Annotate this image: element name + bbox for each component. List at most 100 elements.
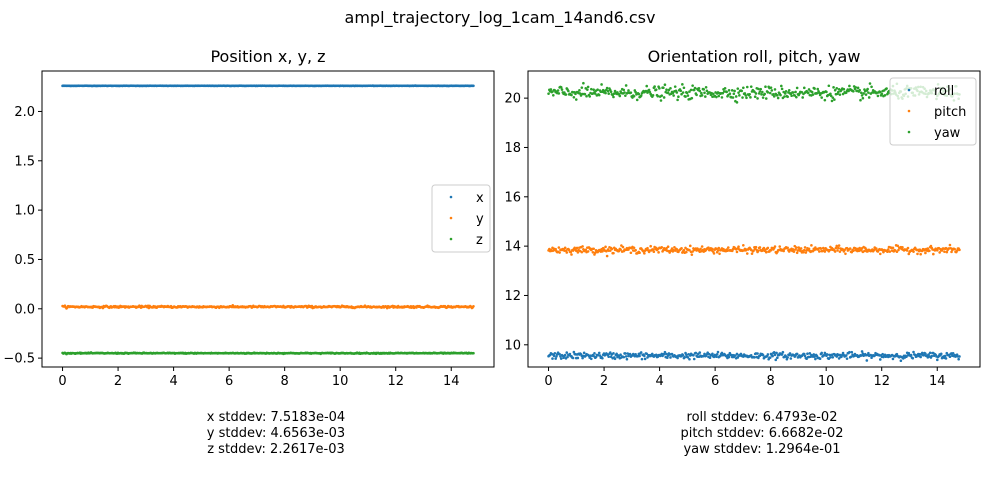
x-tick-label: 8	[281, 374, 289, 389]
data-point-pitch	[576, 251, 580, 254]
data-point-roll	[803, 354, 807, 358]
data-point-yaw	[705, 89, 709, 93]
data-point-pitch	[958, 248, 961, 252]
data-point-pitch	[778, 245, 782, 248]
data-point-roll	[568, 352, 572, 356]
data-point-yaw	[700, 91, 703, 95]
data-point-yaw	[820, 96, 823, 99]
data-point-yaw	[698, 89, 702, 93]
data-point-pitch	[554, 247, 557, 251]
data-point-pitch	[690, 253, 694, 256]
data-point-pitch	[715, 247, 718, 251]
data-point-pitch	[833, 250, 837, 253]
data-point-pitch	[660, 245, 664, 249]
data-point-yaw	[810, 90, 814, 94]
data-point-roll	[820, 351, 823, 355]
data-point-roll	[930, 354, 934, 358]
data-point-yaw	[883, 93, 887, 97]
orientation-subplot: Orientation roll, pitch, yaw 0 2 4 6 8 10 12 14 1…	[504, 47, 981, 389]
data-point-yaw	[635, 98, 639, 102]
data-point-pitch	[619, 248, 622, 251]
data-point-yaw	[736, 87, 740, 90]
data-point-yaw	[783, 95, 786, 98]
data-point-yaw	[688, 90, 691, 93]
data-point-roll	[625, 357, 629, 361]
data-point-pitch	[581, 245, 584, 248]
data-point-yaw	[833, 98, 836, 101]
data-point-yaw	[829, 94, 833, 98]
data-point-pitch	[906, 246, 910, 250]
data-point-pitch	[750, 252, 754, 256]
data-point-yaw	[665, 88, 668, 91]
axes-frame	[41, 70, 495, 368]
data-point-pitch	[735, 250, 739, 254]
data-point-yaw	[728, 92, 732, 96]
data-point-yaw	[878, 90, 882, 94]
data-point-pitch	[688, 244, 692, 248]
data-point-yaw	[753, 95, 757, 99]
data-point-yaw	[592, 88, 595, 92]
data-point-pitch	[604, 245, 607, 249]
data-point-yaw	[559, 86, 563, 89]
data-point-pitch	[745, 252, 749, 255]
data-point-roll	[928, 351, 932, 355]
data-point-yaw	[795, 86, 799, 90]
data-point-pitch	[574, 249, 578, 253]
x-tick-label: 10	[332, 374, 349, 389]
data-point-yaw	[549, 88, 553, 91]
data-point-roll	[957, 357, 960, 361]
data-point-yaw	[600, 83, 603, 86]
data-point-yaw	[715, 95, 718, 99]
data-point-yaw	[776, 96, 780, 100]
data-point-pitch	[652, 250, 656, 253]
data-point-roll	[681, 353, 685, 357]
data-point-yaw	[681, 91, 685, 94]
data-point-yaw	[841, 92, 845, 96]
data-point-roll	[831, 355, 835, 359]
data-point-yaw	[704, 95, 707, 98]
series-y	[61, 303, 475, 310]
data-point-yaw	[686, 94, 690, 97]
data-point-yaw	[794, 90, 797, 94]
data-point-roll	[593, 352, 596, 355]
data-point-yaw	[647, 88, 651, 92]
data-point-pitch	[591, 250, 595, 254]
data-point-yaw	[793, 94, 797, 97]
data-point-pitch	[907, 252, 911, 256]
y-tick-label: 10	[504, 338, 521, 353]
data-point-yaw	[723, 87, 727, 90]
data-point-roll	[665, 352, 668, 356]
data-point-yaw	[574, 98, 578, 101]
data-point-roll	[939, 352, 943, 356]
data-point-roll	[786, 356, 789, 359]
data-point-pitch	[643, 252, 646, 255]
legend-label-z: z	[476, 233, 483, 248]
figure-title: ampl_trajectory_log_1cam_14and6.csv	[344, 8, 656, 27]
data-point-roll	[899, 359, 903, 362]
data-point-roll	[775, 351, 778, 355]
pitch-stddev-text: pitch stddev: 6.6682e-02	[680, 426, 844, 441]
data-point-yaw	[740, 89, 744, 93]
data-point-yaw	[734, 95, 738, 98]
data-point-x	[472, 84, 475, 88]
data-point-roll	[565, 351, 569, 354]
data-point-pitch	[810, 244, 813, 247]
data-point-roll	[911, 356, 915, 360]
data-point-yaw	[769, 86, 773, 89]
data-point-yaw	[825, 90, 828, 94]
data-point-pitch	[897, 248, 900, 252]
data-point-yaw	[583, 92, 587, 96]
data-point-yaw	[622, 88, 626, 92]
data-point-yaw	[823, 98, 827, 102]
x-tick-label: 10	[818, 374, 835, 389]
data-point-yaw	[783, 92, 787, 95]
data-point-yaw	[731, 96, 735, 99]
data-point-pitch	[699, 247, 702, 251]
data-point-yaw	[609, 90, 613, 94]
data-point-pitch	[786, 246, 789, 250]
data-point-yaw	[634, 90, 637, 94]
x-tick-label: 2	[114, 374, 122, 389]
y-tick-label: 0.5	[14, 253, 35, 268]
data-point-roll	[572, 350, 576, 354]
y-tick-label: −0.5	[3, 352, 35, 367]
